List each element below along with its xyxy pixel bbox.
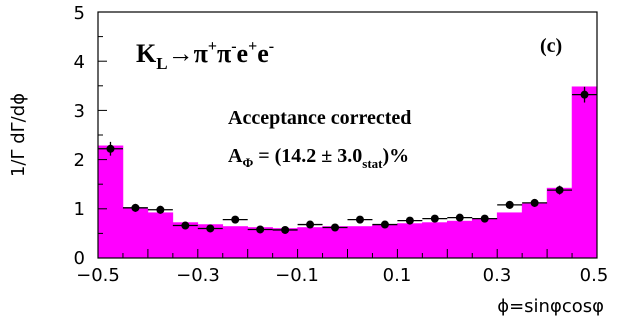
y-axis-label: 1/Γ dΓ/dϕ [8, 93, 29, 177]
axis-ticks [97, 11, 598, 259]
histogram-bar [322, 226, 348, 259]
histogram-bar [122, 208, 149, 259]
y-tick-label: 5 [74, 3, 85, 24]
data-point [306, 220, 315, 229]
data-point [156, 205, 165, 214]
histogram-bar [471, 218, 498, 259]
histogram-bar [222, 226, 249, 259]
process-pi2: π [217, 39, 231, 68]
data-point [405, 216, 414, 225]
x-tick-label: 0.5 [580, 265, 609, 286]
histogram-bar [372, 224, 398, 259]
histogram-bar [521, 203, 548, 259]
histogram-bar [397, 223, 423, 259]
data-point [355, 215, 364, 224]
process-pi1-sup: + [208, 38, 217, 55]
x-tick-label: −0.3 [176, 265, 220, 286]
data-point [480, 214, 489, 223]
data-point [256, 225, 265, 234]
data-point [455, 213, 464, 222]
annotation-line2: AΦ = (14.2 ± 3.0stat)% [228, 145, 409, 171]
data-point [580, 90, 589, 99]
x-tick-label: −0.1 [275, 265, 319, 286]
data-points [98, 86, 597, 234]
data-point [131, 203, 140, 212]
histogram-bar [422, 222, 448, 259]
x-tick-label: 0.3 [483, 265, 512, 286]
data-point [281, 225, 290, 234]
data-point [505, 200, 514, 209]
panel-label: (c) [540, 35, 562, 57]
process-e2-sup: - [269, 38, 274, 55]
y-tick-label: 3 [74, 101, 85, 122]
y-tick-label: 1 [74, 199, 85, 220]
process-k: K [136, 39, 157, 68]
data-point [331, 223, 340, 232]
process-label: KL→π+π-e+e- [136, 38, 274, 73]
histogram-bar [297, 227, 323, 259]
x-tick-labels: −0.5 −0.3 −0.1 0.1 0.3 0.5 [76, 265, 608, 286]
y-tick-label: 4 [74, 52, 85, 73]
asym-stat-sub: stat [362, 156, 383, 171]
data-point [231, 215, 240, 224]
histogram-bar [147, 212, 174, 259]
asym-mid: = (14.2 ± 3.0 [253, 145, 362, 167]
y-tick-label: 2 [74, 150, 85, 171]
data-point [206, 224, 215, 233]
data-point [555, 186, 564, 195]
annotation-line1: Acceptance corrected [228, 107, 411, 129]
process-arrow: →π [168, 39, 208, 68]
x-axis-label: ϕ=sinφcosφ [497, 296, 604, 317]
data-point [530, 198, 539, 207]
data-point [380, 220, 389, 229]
histogram-bar [97, 145, 124, 259]
x-tick-label: 0.1 [383, 265, 412, 286]
asym-end: )% [383, 145, 410, 167]
process-e2: e [257, 39, 269, 68]
y-tick-label: 0 [74, 248, 85, 269]
histogram-bar [546, 187, 573, 259]
histogram-bar [496, 212, 523, 259]
y-tick-labels: 0 1 2 3 4 5 [74, 3, 85, 269]
histogram-bars [97, 86, 598, 259]
process-e1-sup: + [248, 38, 257, 55]
histogram-bar [347, 226, 373, 259]
histogram-bar [571, 86, 598, 259]
asym-a: A [228, 145, 243, 167]
asym-a-sub: Φ [242, 155, 253, 170]
process-e1: e [237, 39, 249, 68]
process-k-sub: L [156, 54, 167, 73]
data-point [430, 214, 439, 223]
process-pi2-sup: - [231, 38, 236, 55]
data-point [106, 144, 115, 153]
histogram-bar [446, 220, 473, 259]
x-tick-label: −0.5 [76, 265, 120, 286]
data-point [181, 221, 190, 230]
